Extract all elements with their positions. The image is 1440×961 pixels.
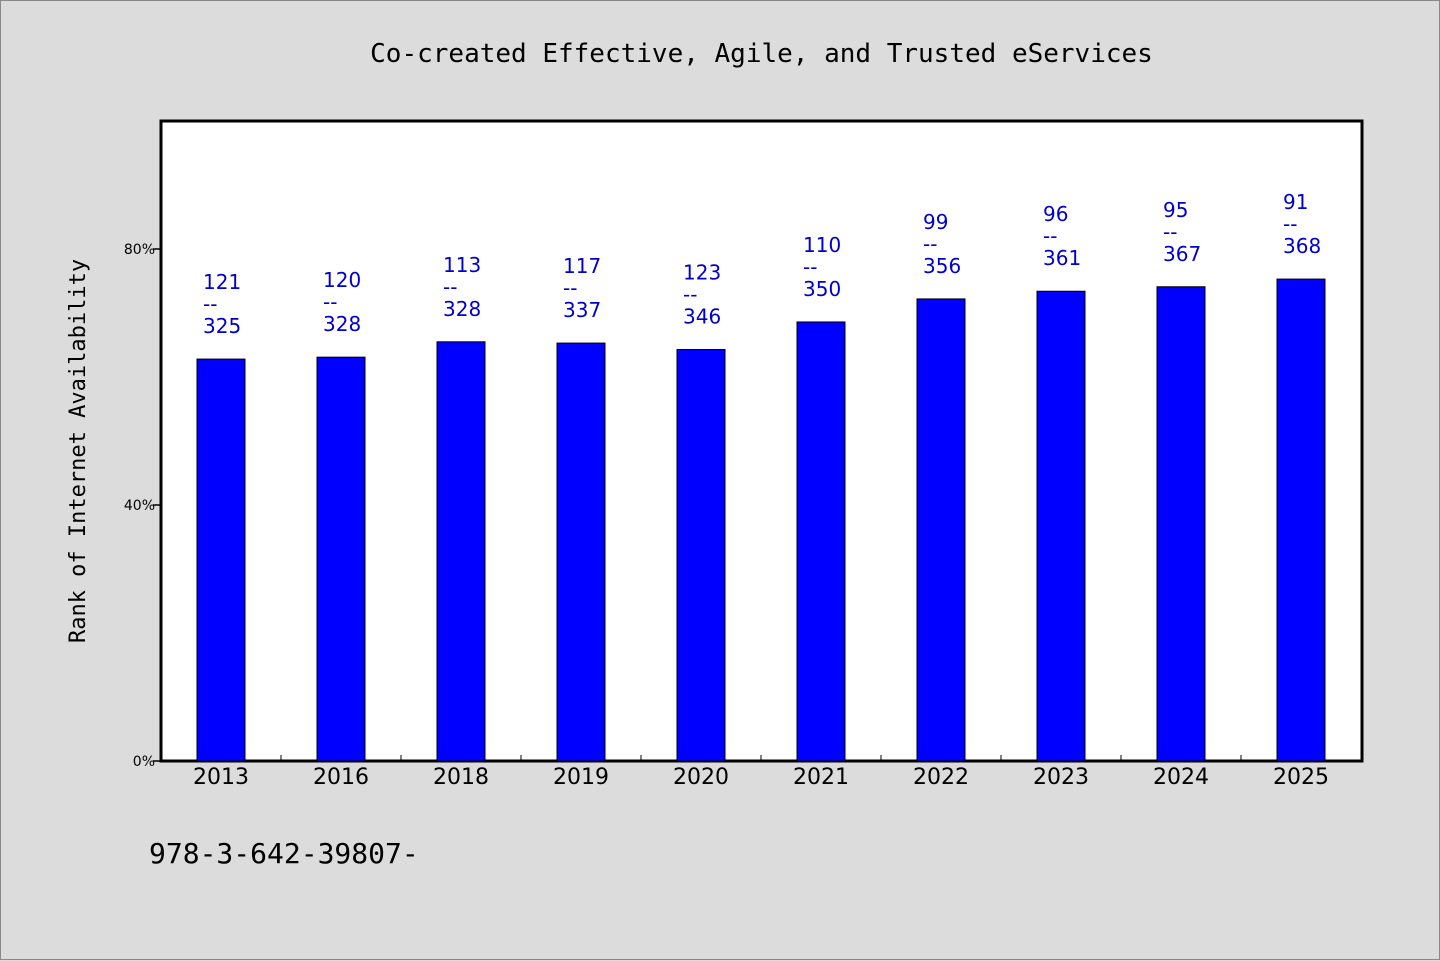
y-tick-label: 40%	[124, 498, 155, 514]
data-label-2024: 95--367	[1163, 198, 1201, 266]
data-label-line: --	[203, 292, 217, 316]
x-tick-label-2021: 2021	[793, 765, 849, 790]
x-axis: 2013 2016 2018 2019 2020 2021 2022 2023 2024 2025	[193, 755, 1329, 790]
x-tick-label-2016: 2016	[313, 765, 369, 790]
x-tick-label-2013: 2013	[193, 765, 249, 790]
bar-2022	[916, 298, 966, 762]
data-label-line: 325	[203, 314, 241, 338]
bar-2023	[1036, 290, 1086, 762]
data-label-line: --	[323, 290, 337, 314]
data-label-2019: 117--337	[563, 254, 601, 322]
data-label-line: 113	[443, 253, 481, 277]
bar-2016	[316, 356, 366, 762]
x-tick-label-2024: 2024	[1153, 765, 1209, 790]
data-label-2022: 99--356	[923, 210, 961, 278]
x-tick-label-2020: 2020	[673, 765, 729, 790]
data-label-line: 368	[1283, 234, 1321, 258]
data-label-2018: 113--328	[443, 253, 481, 321]
bar-2013	[196, 358, 246, 762]
data-label-line: 95	[1163, 198, 1188, 222]
x-tick-label-2025: 2025	[1273, 765, 1329, 790]
data-labels-layer: 121--325120--328113--328117--337123--346…	[203, 190, 1321, 338]
data-label-line: 337	[563, 298, 601, 322]
y-axis: 0% 40% 80%	[124, 242, 161, 770]
data-label-line: 328	[323, 312, 361, 336]
data-label-2025: 91--368	[1283, 190, 1321, 258]
data-label-line: 121	[203, 270, 241, 294]
data-label-line: --	[803, 255, 817, 279]
data-label-line: --	[1283, 212, 1297, 236]
data-label-line: 361	[1043, 246, 1081, 270]
data-label-2020: 123--346	[683, 260, 721, 328]
y-tick-label: 80%	[124, 242, 155, 258]
data-label-line: --	[563, 276, 577, 300]
data-label-line: 356	[923, 254, 961, 278]
data-label-line: 367	[1163, 242, 1201, 266]
y-axis-label: Rank of Internet Availability	[66, 259, 91, 643]
data-label-2023: 96--361	[1043, 202, 1081, 270]
data-label-line: 117	[563, 254, 601, 278]
bar-2025	[1276, 278, 1326, 762]
bar-2018	[436, 341, 486, 762]
data-label-line: --	[923, 232, 937, 256]
data-label-line: 96	[1043, 202, 1068, 226]
data-label-line: 346	[683, 304, 721, 328]
data-label-2016: 120--328	[323, 268, 361, 336]
bar-2019	[556, 342, 606, 762]
data-label-line: --	[1043, 224, 1057, 248]
data-label-2021: 110--350	[803, 233, 841, 301]
data-label-line: 99	[923, 210, 948, 234]
bars-layer	[196, 278, 1326, 762]
chart-title: Co-created Effective, Agile, and Trusted…	[370, 39, 1153, 69]
data-label-line: --	[1163, 220, 1177, 244]
data-label-line: 91	[1283, 190, 1308, 214]
x-tick-label-2023: 2023	[1033, 765, 1089, 790]
x-tick-label-2019: 2019	[553, 765, 609, 790]
data-label-2013: 121--325	[203, 270, 241, 338]
bar-2020	[676, 348, 726, 762]
footnote-isbn: 978-3-642-39807-	[149, 837, 419, 870]
data-label-line: --	[683, 282, 697, 306]
data-label-line: 328	[443, 297, 481, 321]
bar-2024	[1156, 286, 1206, 762]
x-tick-label-2022: 2022	[913, 765, 969, 790]
data-label-line: 350	[803, 277, 841, 301]
x-tick-label-2018: 2018	[433, 765, 489, 790]
data-label-line: 123	[683, 260, 721, 284]
bar-2021	[796, 321, 846, 762]
data-label-line: 120	[323, 268, 361, 292]
data-label-line: --	[443, 275, 457, 299]
y-tick-label: 0%	[133, 754, 155, 770]
data-label-line: 110	[803, 233, 841, 257]
